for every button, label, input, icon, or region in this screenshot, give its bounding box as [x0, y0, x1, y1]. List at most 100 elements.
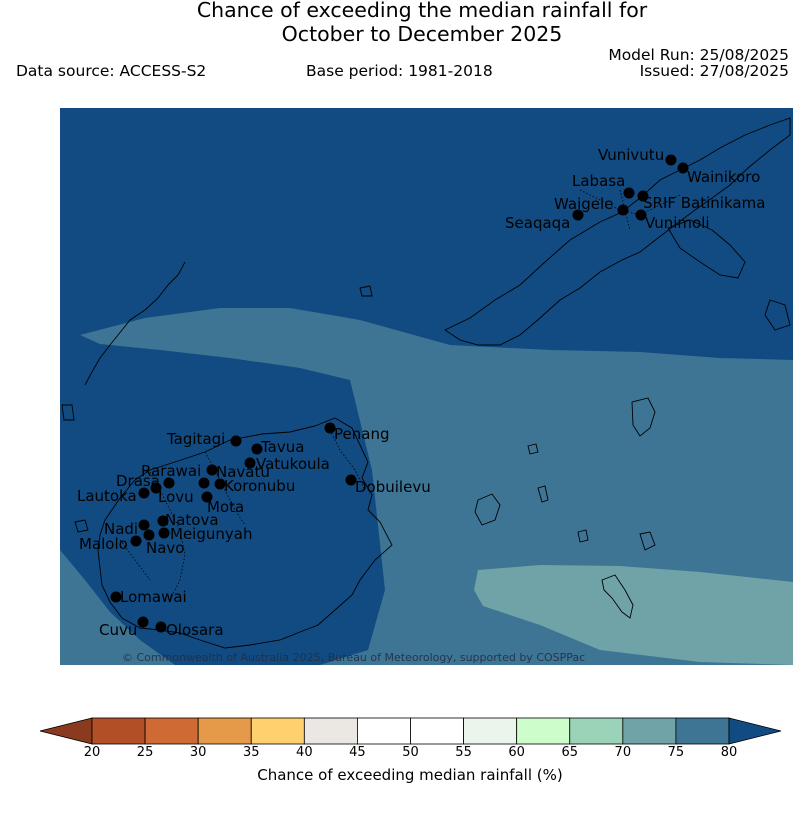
station-marker-drasa[interactable] — [163, 477, 175, 489]
station-label-drasa: Drasa — [116, 472, 160, 490]
east-island-coast — [631, 397, 656, 437]
colorbar-segment-35-40 — [250, 717, 305, 745]
station-marker-cuvu[interactable] — [137, 616, 149, 628]
base-period-text: Base period: 1981-2018 — [306, 62, 493, 80]
colorbar-tick-60: 60 — [508, 745, 525, 760]
station-marker-meigunyah[interactable] — [158, 527, 170, 539]
colorbar-tick-55: 55 — [455, 745, 472, 760]
colorbar-tick-20: 20 — [83, 745, 101, 760]
station-marker-penang[interactable] — [324, 422, 336, 434]
small-island-4 — [577, 529, 589, 543]
colorbar — [39, 717, 782, 745]
small-island-3 — [639, 531, 656, 551]
station-marker-dobuilevu[interactable] — [345, 474, 357, 486]
station-marker-nadi[interactable] — [138, 519, 150, 531]
colorbar-tick-75: 75 — [667, 745, 685, 760]
station-label-navo: Navo — [146, 539, 184, 557]
station-label-navatu: Navatu — [216, 463, 270, 481]
colorbar-tick-35: 35 — [242, 745, 260, 760]
station-marker-lovu[interactable] — [150, 482, 162, 494]
colorbar-segment-20-25 — [91, 717, 146, 745]
station-marker-lomawai[interactable] — [110, 591, 122, 603]
station-label-labasa: Labasa — [572, 172, 625, 190]
colorbar-segment-70-75 — [622, 717, 677, 745]
kadavu-coast — [601, 574, 634, 619]
station-label-tagitagi: Tagitagi — [166, 430, 225, 448]
station-marker-vunivutu[interactable] — [665, 154, 677, 166]
colorbar-segment-65-70 — [569, 717, 624, 745]
small-island-1 — [474, 493, 501, 526]
taveuni-coast — [667, 219, 746, 279]
station-marker-wainikoro[interactable] — [677, 162, 689, 174]
colorbar-tick-30: 30 — [189, 745, 207, 760]
coastlines — [61, 117, 791, 649]
western-islands — [61, 404, 89, 533]
station-marker-tavua[interactable] — [251, 443, 263, 455]
station-label-malolo: Malolo — [79, 535, 128, 553]
colorbar-extend-low — [39, 717, 93, 745]
province-boundaries — [119, 189, 681, 601]
station-marker-seaqaqa[interactable] — [572, 209, 584, 221]
stations-layer: Vunivutu Wainikoro Labasa Waigele SRIF B… — [77, 146, 765, 639]
colorbar-tick-50: 50 — [402, 745, 419, 760]
station-label-vunimoli: Vunimoli — [645, 214, 710, 232]
station-marker-koronubu[interactable] — [214, 478, 226, 490]
station-marker-lautoka[interactable] — [138, 487, 150, 499]
station-marker-vatukoula[interactable] — [244, 457, 256, 469]
station-label-lautoka: Lautoka — [77, 487, 137, 505]
station-label-seaqaqa: Seaqaqa — [505, 214, 570, 232]
station-marker-mota[interactable] — [201, 491, 213, 503]
station-marker-vunimoli[interactable] — [635, 209, 647, 221]
station-label-penang: Penang — [334, 425, 389, 443]
model-run-text: Model Run: 25/08/2025 — [608, 46, 789, 64]
station-marker-tagitagi[interactable] — [230, 435, 242, 447]
colorbar-segment-55-60 — [463, 717, 518, 745]
station-label-srif-batinikama: SRIF Batinikama — [643, 194, 765, 212]
colorbar-tick-40: 40 — [296, 745, 313, 760]
colorbar-segment-50-55 — [410, 717, 464, 745]
station-marker-waigele[interactable] — [617, 204, 629, 216]
colorbar-extend-high — [728, 717, 782, 745]
station-label-meigunyah: Meigunyah — [170, 525, 252, 543]
small-island-5 — [527, 443, 539, 455]
station-marker-navatu[interactable] — [198, 477, 210, 489]
station-marker-navo[interactable] — [143, 529, 155, 541]
station-label-rarawai: Rarawai — [141, 462, 201, 480]
map-credit: © Commonwealth of Australia 2025, Bureau… — [122, 651, 585, 664]
station-label-natova: Natova — [165, 511, 219, 529]
station-label-waigele: Waigele — [554, 195, 613, 213]
station-marker-rarawai[interactable] — [206, 464, 218, 476]
colorbar-segment-45-50 — [357, 717, 411, 745]
colorbar-tick-45: 45 — [349, 745, 366, 760]
vanua-levu-coast — [444, 117, 791, 346]
station-label-dobuilevu: Dobuilevu — [355, 478, 431, 496]
colorbar-label: Chance of exceeding median rainfall (%) — [257, 766, 563, 784]
data-source-text: Data source: ACCESS-S2 — [16, 62, 207, 80]
station-marker-natova[interactable] — [157, 515, 169, 527]
colorbar-segment-30-35 — [197, 717, 252, 745]
zone-southeast-patch — [474, 565, 793, 665]
map-title: Chance of exceeding the median rainfall … — [0, 0, 804, 46]
station-label-koronubu: Koronubu — [224, 477, 295, 495]
colorbar-segment-25-30 — [144, 717, 199, 745]
colorbar-segment-60-65 — [516, 717, 571, 745]
small-island-6 — [359, 285, 373, 297]
colorbar-segment-75-80 — [675, 717, 730, 745]
station-label-vunivutu: Vunivutu — [598, 146, 664, 164]
colorbar-segment-40-45 — [303, 717, 358, 745]
station-label-lomawai: Lomawai — [120, 588, 187, 606]
colorbar-tick-80: 80 — [720, 745, 738, 760]
colorbar-segments — [91, 717, 730, 745]
colorbar-tick-70: 70 — [614, 745, 632, 760]
station-marker-olosara[interactable] — [155, 621, 167, 633]
station-marker-malolo[interactable] — [130, 535, 142, 547]
title-line-2: October to December 2025 — [281, 22, 563, 46]
station-marker-srif-batinikama[interactable] — [637, 190, 649, 202]
small-island-2 — [537, 485, 549, 503]
station-label-cuvu: Cuvu — [99, 621, 137, 639]
yasawa-coast — [84, 261, 186, 386]
station-marker-labasa[interactable] — [623, 187, 635, 199]
station-label-nadi: Nadi — [104, 520, 138, 538]
zone-southwest-corner — [60, 550, 175, 665]
